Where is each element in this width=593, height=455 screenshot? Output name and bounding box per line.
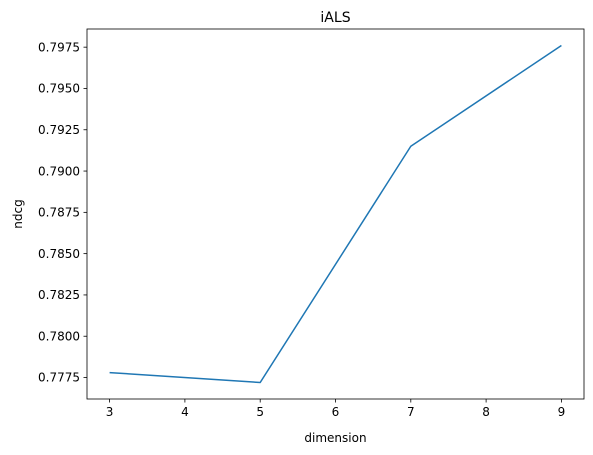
y-tick-label: 0.7950 bbox=[38, 82, 80, 96]
y-tick-label: 0.7850 bbox=[38, 247, 80, 261]
y-tick-label: 0.7875 bbox=[38, 206, 80, 220]
x-tick-label: 5 bbox=[256, 405, 264, 419]
x-axis: 3 4 5 6 7 8 9 bbox=[106, 399, 565, 419]
plot-area bbox=[86, 28, 585, 400]
x-tick-label: 6 bbox=[332, 405, 340, 419]
y-tick-label: 0.7775 bbox=[38, 371, 80, 385]
x-tick-label: 4 bbox=[181, 405, 189, 419]
series-line bbox=[109, 44, 562, 384]
x-tick-label: 7 bbox=[407, 405, 415, 419]
x-tick-label: 8 bbox=[482, 405, 490, 419]
y-axis: 0.7775 0.7800 0.7825 0.7850 0.7875 0.7900 0.79… bbox=[38, 40, 87, 385]
y-tick-label: 0.7900 bbox=[38, 164, 80, 178]
y-tick-label: 0.7925 bbox=[38, 123, 80, 137]
y-tick-label: 0.7800 bbox=[38, 329, 80, 343]
y-tick-label: 0.7975 bbox=[38, 40, 80, 54]
x-tick-label: 3 bbox=[106, 405, 114, 419]
y-tick-label: 0.7825 bbox=[38, 288, 80, 302]
chart-title: iALS bbox=[320, 10, 350, 26]
x-axis-title: dimension bbox=[304, 431, 366, 445]
y-axis-title: ndcg bbox=[11, 199, 25, 228]
x-tick-label: 9 bbox=[558, 405, 566, 419]
